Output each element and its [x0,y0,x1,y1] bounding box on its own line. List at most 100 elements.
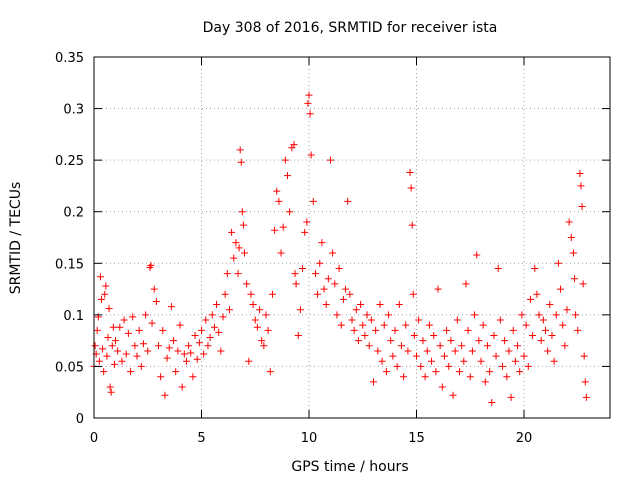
data-point [563,306,571,314]
data-point [436,342,444,350]
data-point [307,151,315,159]
data-point [294,331,302,339]
data-point [195,339,203,347]
data-point [303,218,311,226]
data-point [443,326,451,334]
data-point [311,270,319,278]
data-point [324,275,332,283]
data-point [239,221,247,229]
data-point [99,345,107,353]
data-point [210,323,218,331]
data-point [217,347,225,355]
data-point [389,352,397,360]
data-point [561,342,569,350]
data-point [466,373,474,381]
y-tick-label: 0.15 [55,257,84,272]
data-point [159,326,167,334]
data-point [104,334,112,342]
data-point [471,311,479,319]
data-point [574,326,582,334]
data-point [344,197,352,205]
data-point [120,316,128,324]
data-point [400,373,408,381]
chart-title: Day 308 of 2016, SRMTID for receiver ist… [203,20,498,36]
data-point [213,301,221,309]
data-point [357,301,365,309]
data-point [182,357,190,365]
data-point [451,347,459,355]
data-point [109,323,117,331]
data-point [206,334,214,342]
data-point [490,331,498,339]
data-point [262,311,270,319]
data-point [234,270,242,278]
data-point [236,146,244,154]
data-point [520,352,528,360]
data-points [90,91,590,407]
data-point [318,239,326,247]
data-point [320,285,328,293]
data-point [533,290,541,298]
x-tick-label: 0 [90,431,98,446]
data-point [174,347,182,355]
data-point [464,326,472,334]
data-point [103,352,111,360]
data-point [277,249,285,257]
data-point [404,347,412,355]
data-point [509,326,517,334]
data-point [453,316,461,324]
data-point [542,326,549,334]
data-point [492,352,500,360]
data-point [531,264,539,272]
data-point [215,328,223,336]
data-point [333,311,341,319]
data-point [376,301,384,309]
data-point [155,342,162,350]
data-point [402,321,410,329]
data-point [292,280,300,288]
y-tick-label: 0.2 [63,206,84,221]
data-point [535,311,543,319]
data-point [208,311,216,319]
data-point [281,156,289,164]
axis-ticks: 0 0.05 0.1 0.15 0.2 0.25 0.3 0.35 0 5 10 15 20 [55,51,610,446]
data-point [230,254,238,262]
data-point [129,313,137,321]
data-point [100,368,108,376]
data-point [430,331,438,339]
data-point [314,290,322,298]
data-point [415,316,423,324]
data-point [518,311,526,319]
data-point [423,347,431,355]
data-point [253,323,261,331]
data-point [147,261,155,269]
data-point [524,362,532,370]
x-tick-label: 20 [516,431,533,446]
data-point [284,172,291,180]
data-point [291,270,299,278]
data-point [409,290,417,298]
data-point [191,331,199,339]
data-point [483,342,491,350]
data-point [223,270,231,278]
data-point [316,259,324,267]
data-point [387,337,395,345]
data-point [505,347,513,355]
data-point [406,169,414,177]
data-point [107,388,115,396]
data-point [417,362,425,370]
data-point [350,326,358,334]
data-point [322,301,330,309]
data-point [221,290,229,298]
data-point [337,321,345,329]
y-tick-label: 0.3 [63,103,84,118]
data-point [514,342,522,350]
data-point [152,297,160,305]
data-point [462,280,470,288]
data-point [578,203,586,211]
data-point [305,91,313,99]
data-point [428,357,436,365]
data-point [180,350,188,358]
data-point [372,326,380,334]
